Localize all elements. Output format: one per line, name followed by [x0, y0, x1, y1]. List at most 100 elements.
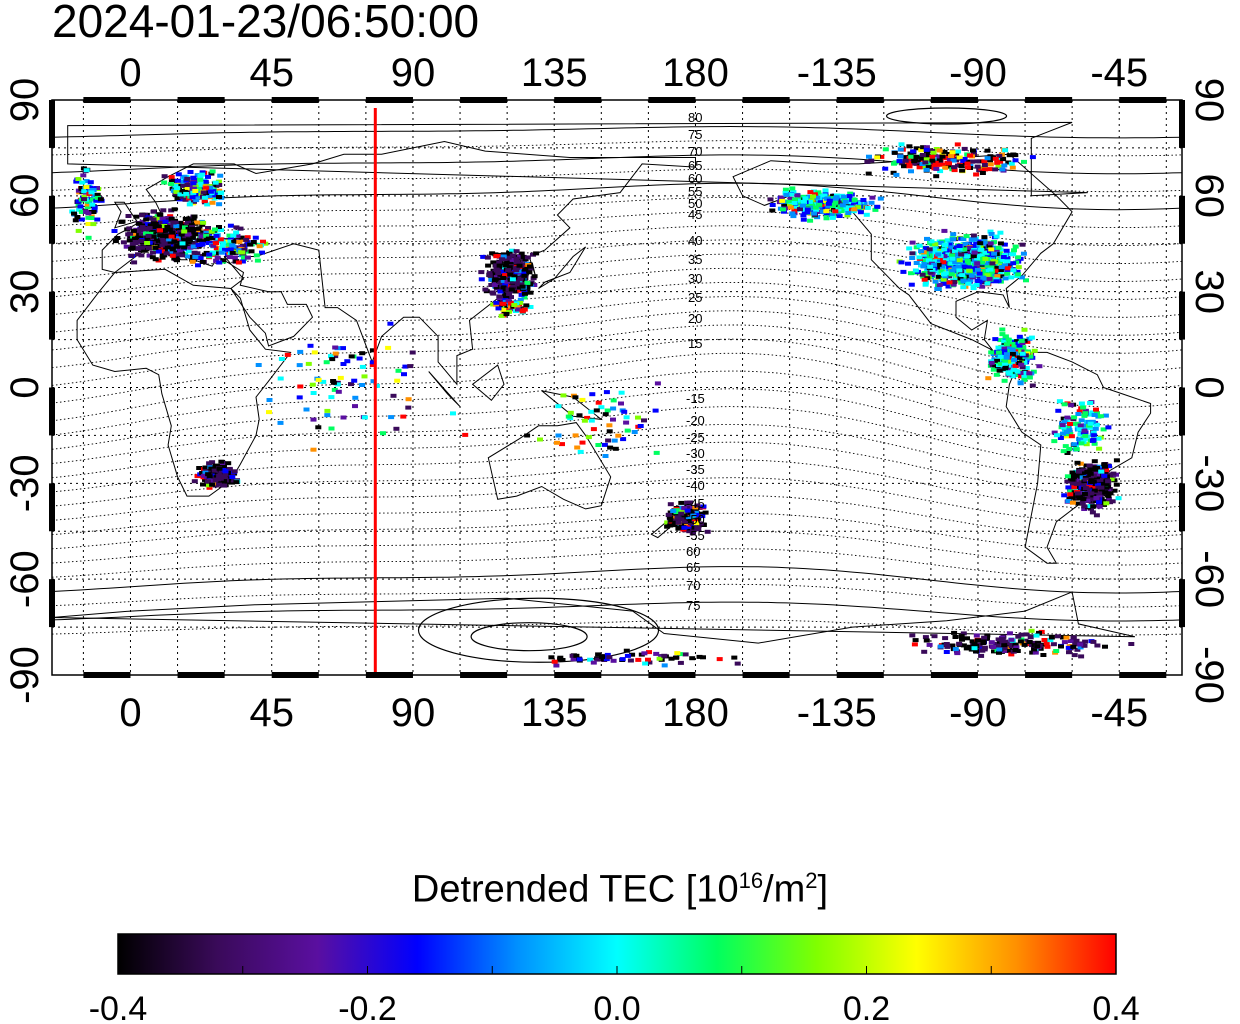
- tec-point: [195, 226, 202, 231]
- tec-point: [965, 165, 971, 170]
- tec-point: [84, 205, 91, 210]
- tec-point: [994, 642, 1001, 646]
- tec-point: [946, 256, 952, 261]
- tec-point: [1075, 501, 1082, 506]
- tec-point: [1001, 649, 1008, 653]
- tec-point: [527, 290, 534, 295]
- tec-point: [1021, 377, 1028, 382]
- tec-point: [1102, 490, 1109, 495]
- tec-point: [243, 237, 250, 242]
- tec-point: [661, 653, 668, 658]
- tec-point: [1015, 634, 1022, 639]
- tec-point: [877, 196, 884, 201]
- tec-point: [174, 196, 181, 201]
- tec-point: [506, 251, 513, 256]
- tec-point: [212, 463, 219, 468]
- tec-point: [1091, 466, 1098, 471]
- contour-label: 60: [686, 544, 700, 559]
- tec-point: [490, 260, 497, 265]
- tec-point: [1074, 647, 1081, 652]
- tec-point: [1043, 641, 1050, 646]
- tec-point: [800, 200, 807, 204]
- tec-point: [788, 192, 795, 197]
- tec-point: [1013, 260, 1020, 265]
- tec-point: [1008, 644, 1015, 649]
- tec-point: [522, 291, 528, 296]
- tec-point: [509, 248, 515, 253]
- tec-point: [999, 637, 1006, 642]
- tec-point: [953, 276, 960, 280]
- x-tick-label: 45: [249, 51, 294, 95]
- tec-point: [402, 364, 409, 369]
- tec-point: [606, 429, 613, 434]
- tec-point: [1044, 644, 1051, 649]
- tec-point: [943, 650, 950, 654]
- tec-point: [951, 165, 957, 170]
- tec-point: [495, 271, 502, 276]
- tec-point: [792, 205, 799, 210]
- tec-point: [965, 281, 972, 286]
- tec-point: [230, 233, 237, 238]
- tec-point: [950, 158, 957, 163]
- tec-point: [78, 217, 85, 222]
- tec-point: [1006, 153, 1013, 158]
- tec-point: [192, 232, 199, 237]
- tec-point: [181, 238, 188, 243]
- tec-point: [811, 192, 818, 197]
- tec-point: [222, 469, 229, 474]
- tec-point: [988, 232, 995, 236]
- tec-point: [218, 228, 225, 233]
- tec-point: [559, 442, 565, 447]
- tec-point: [1086, 412, 1093, 417]
- tec-point: [1061, 640, 1068, 645]
- tec-point: [1081, 643, 1088, 648]
- tec-point: [356, 356, 363, 361]
- tec-point: [997, 354, 1004, 359]
- tec-point: [511, 303, 518, 307]
- tec-point: [231, 255, 238, 260]
- tec-point: [1073, 481, 1080, 486]
- tec-point: [185, 249, 192, 254]
- tec-point: [954, 142, 961, 147]
- tec-point: [205, 236, 212, 241]
- tec-point: [199, 172, 205, 177]
- tec-point: [195, 243, 202, 247]
- tec-point: [135, 246, 142, 251]
- tec-point: [1067, 492, 1074, 497]
- tec-point: [1021, 642, 1028, 647]
- tec-point: [897, 147, 904, 152]
- tec-point: [627, 658, 634, 663]
- tec-point: [1082, 433, 1089, 438]
- tec-point: [203, 230, 210, 235]
- tec-point: [83, 179, 90, 184]
- tec-point: [359, 364, 366, 369]
- tec-point: [846, 194, 853, 199]
- tec-point: [652, 408, 659, 413]
- tec-point: [174, 186, 181, 191]
- tec-point: [204, 479, 211, 484]
- tec-point: [405, 405, 412, 410]
- contour-label: -55: [686, 528, 705, 543]
- tec-point: [1002, 364, 1009, 369]
- tec-point: [952, 249, 958, 254]
- tec-point: [234, 233, 241, 238]
- tec-point: [825, 201, 832, 206]
- tec-point: [1077, 423, 1084, 428]
- tec-point: [664, 524, 671, 529]
- x-tick-label: 45: [249, 691, 294, 735]
- tec-point: [164, 245, 171, 250]
- tec-point: [939, 264, 946, 269]
- tec-point: [500, 270, 507, 274]
- tec-point: [233, 230, 240, 235]
- tec-point: [587, 657, 594, 662]
- tec-point: [1023, 632, 1030, 637]
- tec-point: [1068, 403, 1075, 408]
- tec-point: [810, 194, 816, 199]
- tec-point: [869, 195, 876, 200]
- tec-point: [997, 230, 1004, 235]
- tec-point: [988, 350, 995, 355]
- tec-point: [340, 362, 347, 366]
- tec-point: [1081, 507, 1088, 511]
- tec-point: [1069, 470, 1076, 475]
- tec-point: [332, 351, 339, 356]
